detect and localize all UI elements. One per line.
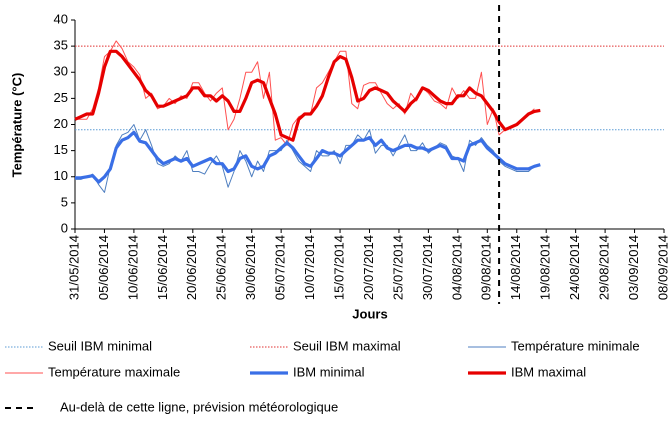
legend-label: Température minimale: [511, 338, 640, 353]
x-tick-label: 15/07/2014: [331, 235, 346, 300]
legend-label: IBM minimal: [293, 364, 365, 379]
x-tick-label: 04/08/2014: [449, 235, 464, 300]
x-tick-label: 30/06/2014: [243, 235, 258, 300]
y-tick-label: 0: [61, 220, 68, 235]
y-tick-label: 35: [54, 38, 68, 53]
x-tick-label: 08/09/2014: [655, 235, 670, 300]
x-tick-label: 19/08/2014: [538, 235, 553, 300]
x-tick-label: 03/09/2014: [626, 235, 641, 300]
x-tick-label: 15/06/2014: [155, 235, 170, 300]
series-line: [75, 130, 541, 184]
legend-label: Au-delà de cette ligne, prévision météor…: [60, 399, 338, 414]
x-tick-label: 10/06/2014: [125, 235, 140, 300]
x-tick-label: 25/06/2014: [214, 235, 229, 300]
legend-label: Seuil IBM maximal: [293, 338, 401, 353]
x-tick-label: 10/07/2014: [302, 235, 317, 300]
x-tick-label: 25/07/2014: [390, 235, 405, 300]
x-tick-label: 05/06/2014: [96, 235, 111, 300]
series-line: [74, 49, 541, 142]
y-axis-label: Température (°C): [9, 73, 24, 178]
legend-label: Seuil IBM minimal: [48, 338, 152, 353]
x-tick-label: 05/07/2014: [273, 235, 288, 300]
y-tick-label: 15: [54, 142, 68, 157]
x-axis-label: Jours: [352, 306, 387, 321]
y-tick-label: 30: [54, 64, 68, 79]
x-tick-label: 30/07/2014: [420, 235, 435, 300]
x-tick-label: 20/06/2014: [184, 235, 199, 300]
y-tick-label: 20: [54, 116, 68, 131]
y-tick-label: 40: [54, 11, 68, 26]
y-tick-label: 10: [54, 168, 68, 183]
x-tick-label: 29/08/2014: [597, 235, 612, 300]
y-tick-label: 25: [54, 90, 68, 105]
x-tick-label: 31/05/2014: [66, 235, 81, 300]
legend-label: Température maximale: [48, 364, 180, 379]
legend-label: IBM maximal: [511, 364, 586, 379]
x-tick-label: 20/07/2014: [361, 235, 376, 300]
x-tick-label: 24/08/2014: [567, 235, 582, 300]
y-tick-label: 5: [61, 194, 68, 209]
x-tick-label: 14/08/2014: [508, 235, 523, 300]
x-tick-label: 09/08/2014: [479, 235, 494, 300]
